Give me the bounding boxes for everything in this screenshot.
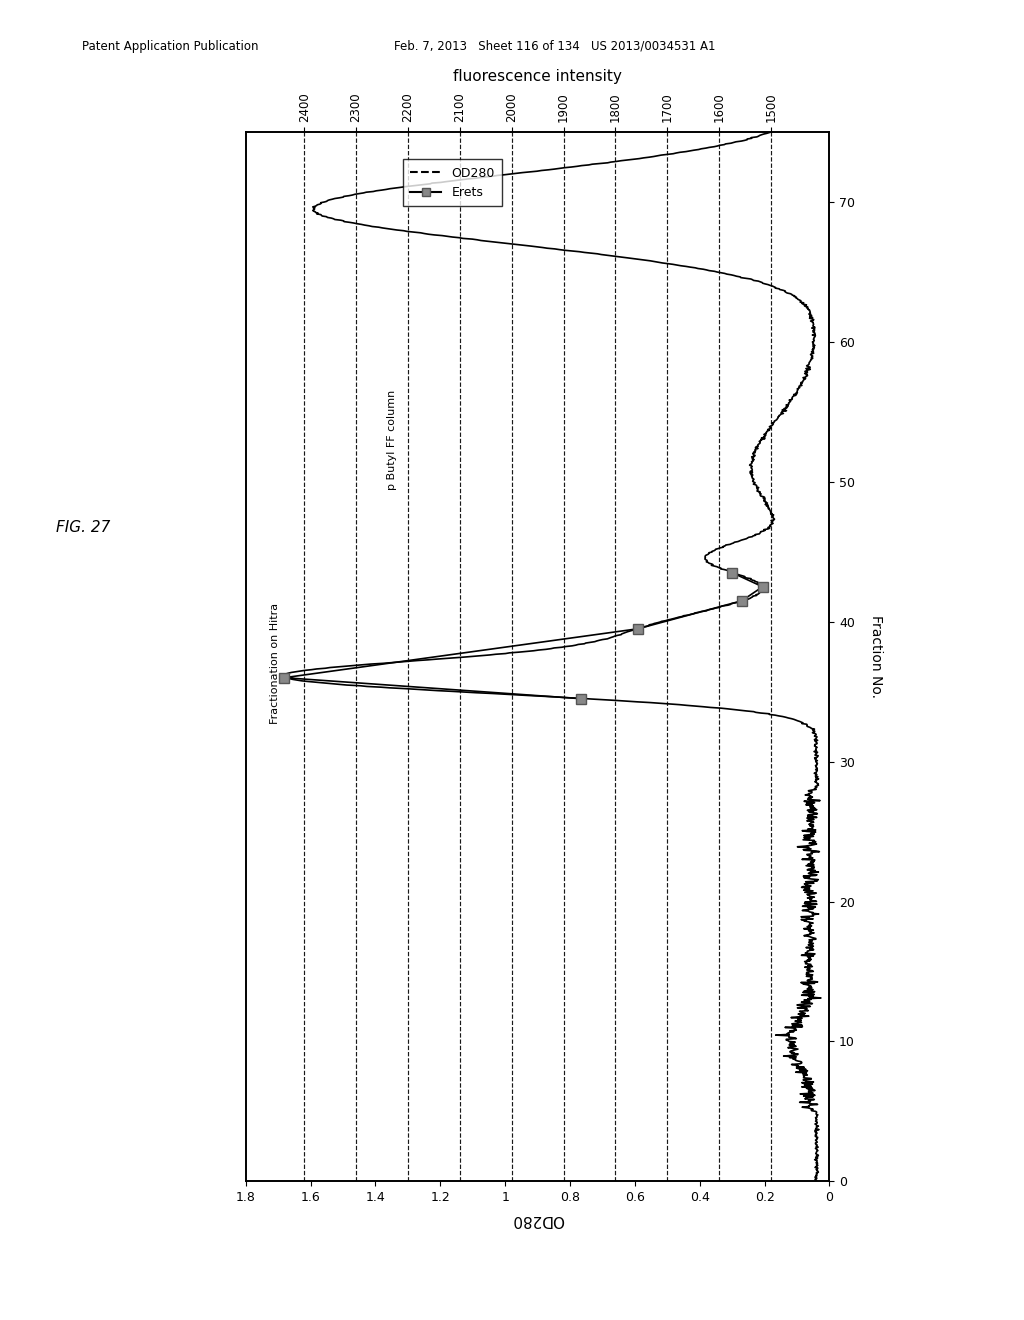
Legend: OD280, Erets: OD280, Erets <box>402 160 502 206</box>
Text: Feb. 7, 2013   Sheet 116 of 134   US 2013/0034531 A1: Feb. 7, 2013 Sheet 116 of 134 US 2013/00… <box>394 40 716 53</box>
Text: FIG. 27: FIG. 27 <box>56 520 111 536</box>
Y-axis label: Fraction No.: Fraction No. <box>869 615 883 698</box>
Text: Fractionation on Hitra: Fractionation on Hitra <box>270 603 280 725</box>
Text: p Butyl FF column: p Butyl FF column <box>387 389 396 490</box>
Text: Patent Application Publication: Patent Application Publication <box>82 40 258 53</box>
X-axis label: OD280: OD280 <box>511 1213 564 1228</box>
X-axis label: fluorescence intensity: fluorescence intensity <box>454 70 622 84</box>
